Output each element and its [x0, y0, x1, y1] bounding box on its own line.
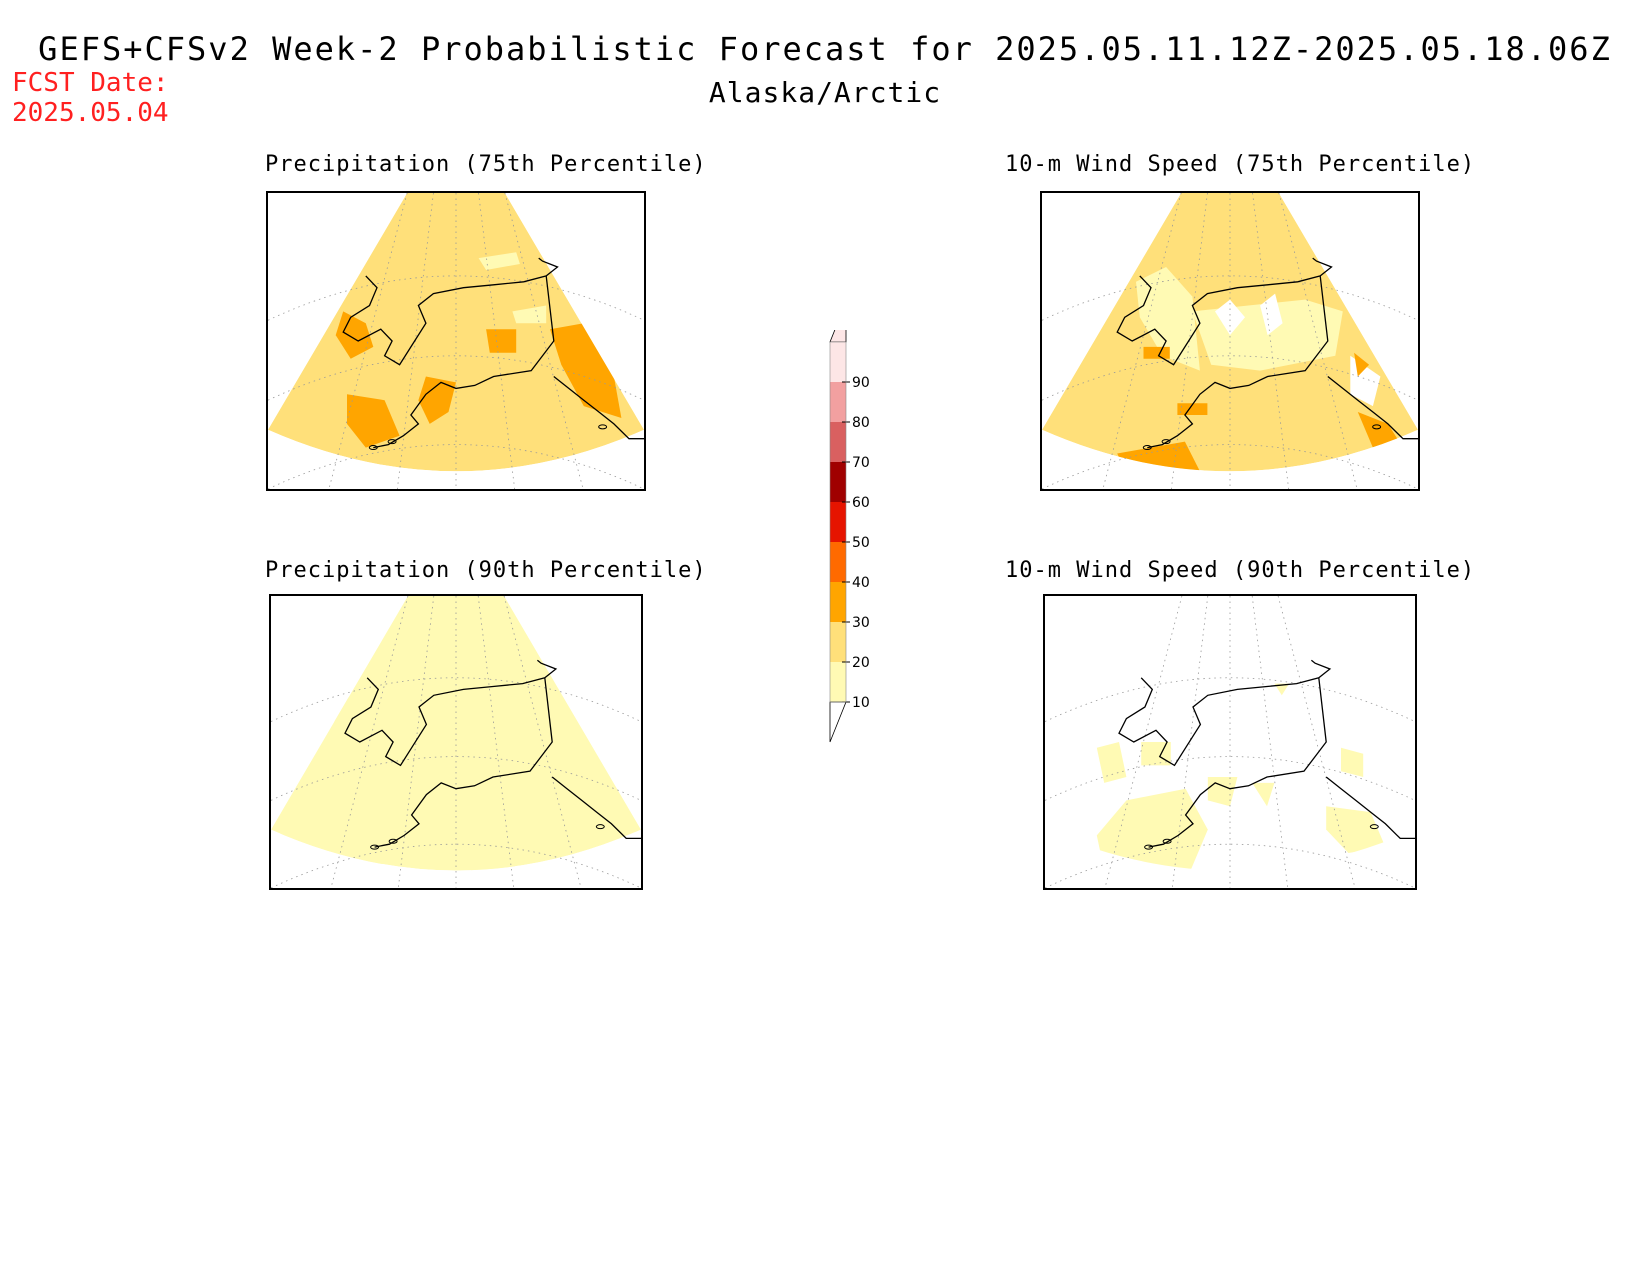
meridian-3 — [1252, 193, 1290, 489]
contour-region-7 — [1143, 346, 1170, 359]
colorbar-swatch-50 — [830, 502, 846, 542]
colorbar-swatch-80 — [830, 382, 846, 422]
coastline — [1118, 659, 1415, 848]
parallel-2 — [1045, 843, 1415, 888]
contour-region-8 — [1274, 683, 1290, 696]
map-precip-90 — [271, 596, 641, 888]
colorbar-swatch-60 — [830, 462, 846, 502]
colorbar-label-80: 80 — [852, 415, 870, 431]
parallel-0 — [271, 677, 641, 722]
contour-region-0 — [335, 311, 374, 359]
map-wind-75 — [1042, 193, 1418, 489]
contour-region-2 — [418, 376, 456, 424]
colorbar-swatch-20 — [830, 622, 846, 662]
map-panel-precip-90 — [269, 594, 643, 890]
panel-title-precip-75: Precipitation (75th Percentile) — [265, 152, 707, 177]
contour-region-9 — [1354, 352, 1370, 377]
colorbar-label-20: 20 — [852, 655, 870, 671]
island-1 — [387, 439, 397, 445]
colorbar-label-60: 60 — [852, 495, 870, 511]
contour-region-2 — [411, 707, 486, 742]
colorbar-label-70: 70 — [852, 455, 870, 471]
colorbar-label-10: 10 — [852, 695, 870, 711]
island-0 — [370, 844, 380, 850]
meridian-4 — [1277, 596, 1356, 888]
colorbar-swatch-40 — [830, 542, 846, 582]
island-2 — [595, 824, 605, 830]
meridian-0 — [330, 596, 409, 888]
contour-region-6 — [470, 823, 516, 871]
map-wind-90 — [1045, 596, 1415, 888]
contour-region-5 — [478, 252, 520, 270]
contour-region-1 — [347, 394, 400, 448]
parallel-1 — [1045, 756, 1415, 801]
parallel-2 — [271, 843, 641, 888]
contour-region-7 — [1326, 806, 1386, 853]
colorbar-label-40: 40 — [852, 575, 870, 591]
shaded-field — [271, 596, 641, 885]
colorbar: 10 20 30 40 50 60 70 80 90 — [822, 301, 882, 754]
island-1 — [1162, 838, 1172, 844]
region-subtitle: Alaska/Arctic — [708, 76, 942, 109]
panel-title-wind-90: 10-m Wind Speed (90th Percentile) — [1005, 558, 1476, 583]
island-0 — [1142, 445, 1152, 451]
parallel-1 — [271, 756, 641, 801]
island-0 — [1144, 844, 1154, 850]
contour-region-2 — [1215, 299, 1245, 336]
island-2 — [1369, 824, 1379, 830]
contour-region-5 — [1117, 441, 1200, 472]
island-1 — [1161, 439, 1171, 445]
parallel-0 — [1045, 677, 1415, 722]
island-0 — [368, 445, 378, 451]
main-title: GEFS+CFSv2 Week-2 Probabilistic Forecast… — [38, 30, 1612, 68]
forecast-date-block: FCST Date: 2025.05.04 — [12, 68, 169, 128]
island-2 — [1372, 424, 1382, 430]
panel-title-precip-90: Precipitation (90th Percentile) — [265, 558, 707, 583]
contour-region-3 — [485, 730, 516, 754]
contour-region-0 — [278, 777, 405, 865]
colorbar-label-50: 50 — [852, 535, 870, 551]
panel-title-wind-75: 10-m Wind Speed (75th Percentile) — [1005, 152, 1476, 177]
contour-region-7 — [397, 876, 427, 885]
colorbar-label-90: 90 — [852, 375, 870, 391]
coastline — [344, 659, 641, 848]
colorbar-bottom-extension — [829, 701, 847, 743]
colorbar-swatch-90 — [830, 342, 846, 382]
colorbar-label-30: 30 — [852, 615, 870, 631]
contour-region-5 — [1252, 782, 1275, 807]
colorbar-top-extension — [829, 301, 847, 343]
contour-region-0 — [1136, 267, 1200, 371]
contour-region-4 — [550, 323, 622, 418]
colorbar-swatch-70 — [830, 422, 846, 462]
shaded-field — [268, 193, 644, 472]
contour-region-0 — [1096, 742, 1127, 783]
coastline — [1116, 257, 1418, 449]
contour-region-3 — [486, 329, 517, 353]
coastline — [342, 257, 644, 449]
colorbar-svg: 10 20 30 40 50 60 70 80 90 — [829, 301, 870, 743]
map-precip-75 — [268, 193, 644, 489]
meridian-0 — [1104, 596, 1183, 888]
meridian-4 — [503, 596, 582, 888]
meridian-3 — [478, 193, 516, 489]
contour-region-8 — [1177, 403, 1208, 415]
contour-region-3 — [1052, 841, 1082, 859]
forecast-date-label: FCST Date: — [12, 68, 169, 98]
colorbar-swatch-30 — [830, 582, 846, 622]
contour-region-6 — [1357, 412, 1403, 448]
contour-region-4 — [530, 724, 627, 836]
colorbar-swatch-10 — [830, 662, 846, 702]
contour-region-6 — [1341, 747, 1364, 777]
contour-region-3 — [1260, 293, 1283, 336]
contour-region-5 — [404, 759, 501, 813]
island-2 — [598, 424, 608, 430]
forecast-date-value: 2025.05.04 — [12, 98, 169, 128]
map-panel-precip-75 — [266, 191, 646, 491]
map-panel-wind-90 — [1043, 594, 1417, 890]
island-1 — [388, 838, 398, 844]
shaded-field — [1042, 193, 1418, 472]
map-panel-wind-75 — [1040, 191, 1420, 491]
